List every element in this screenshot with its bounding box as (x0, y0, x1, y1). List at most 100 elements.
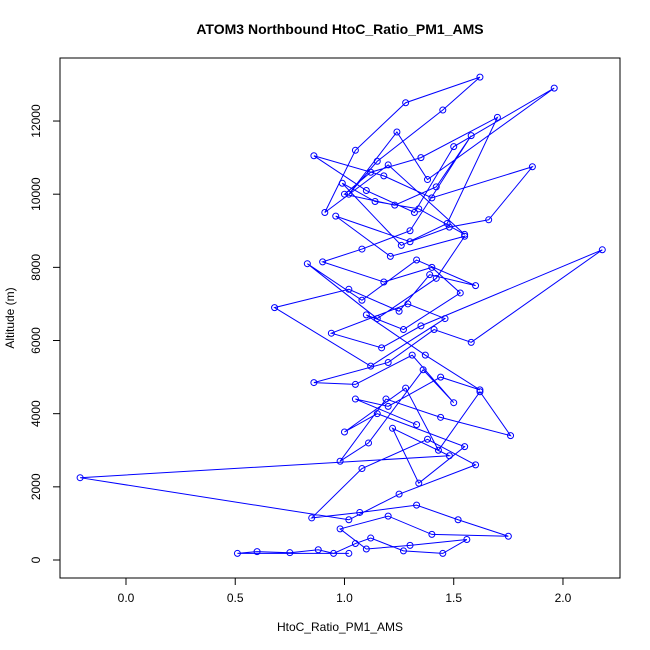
data-point (330, 549, 338, 557)
data-point (327, 329, 335, 337)
data-point (472, 461, 480, 469)
data-point (336, 525, 344, 533)
data-point (384, 358, 392, 366)
data-point (428, 194, 436, 202)
data-point (476, 386, 484, 394)
data-point (373, 157, 381, 165)
data-point (406, 227, 414, 235)
data-point (454, 516, 462, 524)
data-point (528, 163, 536, 171)
data-point (493, 113, 501, 121)
data-point (426, 271, 434, 279)
data-point (373, 315, 381, 323)
data-point (476, 388, 484, 396)
data-point (550, 84, 558, 92)
data-point (351, 540, 359, 548)
data-point (432, 183, 440, 191)
data-point (356, 508, 364, 516)
data-point (345, 549, 353, 557)
data-point (389, 424, 397, 432)
data-point (351, 146, 359, 154)
data-point (467, 338, 475, 346)
data-point (463, 536, 471, 544)
data-point (362, 311, 370, 319)
data-point (393, 128, 401, 136)
data-point (504, 532, 512, 540)
data-point (399, 547, 407, 555)
data-point (437, 373, 445, 381)
x-tick-label: 0.5 (227, 591, 244, 605)
data-point (362, 545, 370, 553)
data-point (419, 366, 427, 374)
data-point (461, 232, 469, 240)
y-axis-label: Altitude (m) (3, 287, 17, 348)
data-point (365, 439, 373, 447)
data-point (391, 201, 399, 209)
data-point (303, 260, 311, 268)
data-point (439, 106, 447, 114)
data-point (384, 161, 392, 169)
data-point (358, 296, 366, 304)
data-point (367, 534, 375, 542)
data-point (402, 384, 410, 392)
data-point (413, 421, 421, 429)
data-point (428, 530, 436, 538)
data-point (382, 395, 390, 403)
data-point (321, 208, 329, 216)
data-point (441, 315, 449, 323)
data-point (373, 410, 381, 418)
data-point (430, 326, 438, 334)
data-point (415, 479, 423, 487)
data-point (439, 549, 447, 557)
data-point (358, 245, 366, 253)
data-point (345, 516, 353, 524)
data-point (286, 549, 294, 557)
data-point (598, 246, 606, 254)
data-point (338, 179, 346, 187)
data-point (408, 351, 416, 359)
data-point (384, 402, 392, 410)
data-point (395, 490, 403, 498)
data-point (371, 198, 379, 206)
y-tick-label: 0 (29, 556, 43, 563)
x-tick-label: 2.0 (555, 591, 572, 605)
data-point (443, 219, 451, 227)
y-tick-label: 6000 (29, 327, 43, 354)
data-point (362, 187, 370, 195)
data-point (445, 452, 453, 460)
y-tick-label: 12000 (29, 104, 43, 138)
data-point (467, 132, 475, 140)
data-point (314, 546, 322, 554)
data-point (450, 399, 458, 407)
data-point (367, 168, 375, 176)
data-point (437, 413, 445, 421)
data-point (351, 380, 359, 388)
data-point (413, 501, 421, 509)
data-point (410, 208, 418, 216)
data-point (424, 435, 432, 443)
data-point (380, 172, 388, 180)
data-point (472, 282, 480, 290)
data-point (417, 322, 425, 330)
data-point (378, 344, 386, 352)
data-point (332, 212, 340, 220)
data-point (417, 154, 425, 162)
data-point (461, 443, 469, 451)
data-point (397, 241, 405, 249)
data-point (336, 457, 344, 465)
y-tick-label: 4000 (29, 400, 43, 427)
data-point (424, 176, 432, 184)
data-point (434, 446, 442, 454)
y-tick-label: 2000 (29, 473, 43, 500)
data-point (406, 541, 414, 549)
data-point (76, 474, 84, 482)
data-point (271, 304, 279, 312)
y-tick-label: 8000 (29, 254, 43, 281)
data-point (351, 395, 359, 403)
x-tick-label: 1.0 (336, 591, 353, 605)
data-point (402, 99, 410, 107)
data-point (310, 379, 318, 387)
data-point (445, 223, 453, 231)
data-point (450, 143, 458, 151)
